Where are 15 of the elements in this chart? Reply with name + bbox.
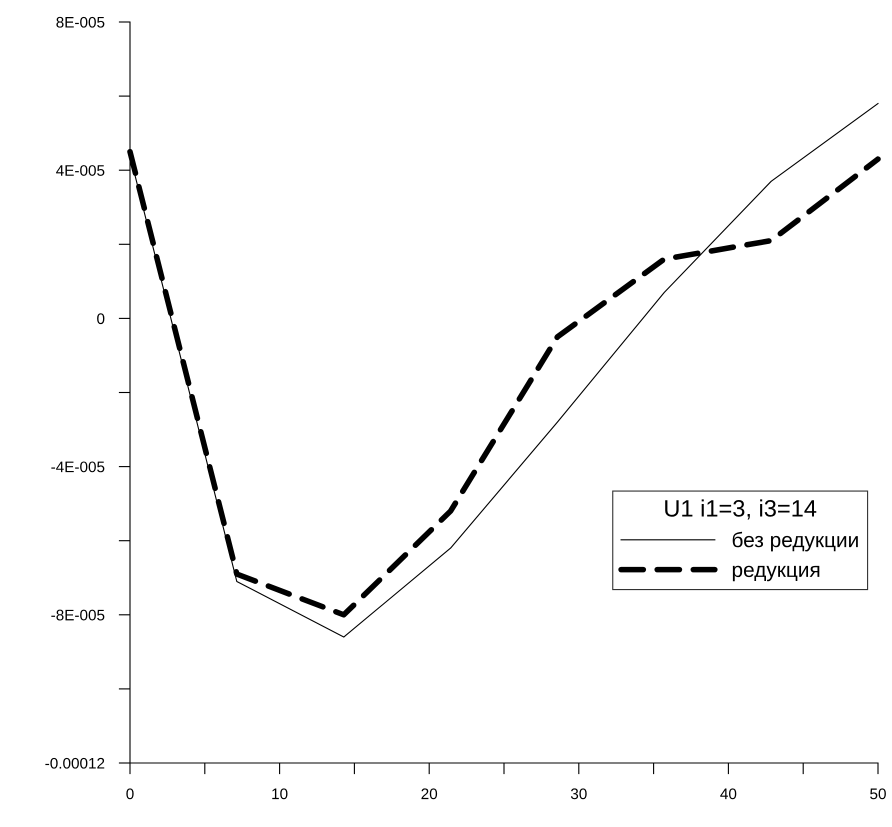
x-tick-label: 20 bbox=[421, 788, 438, 800]
y-tick-label: -0.00012 bbox=[45, 758, 104, 769]
y-tick-label: -4E-005 bbox=[51, 461, 104, 472]
x-tick-label: 40 bbox=[720, 788, 736, 800]
x-tick-label: 0 bbox=[126, 788, 134, 800]
x-tick-label: 50 bbox=[870, 788, 886, 800]
y-tick-label: 8E-005 bbox=[56, 16, 104, 28]
legend-label: без редукции bbox=[732, 532, 858, 552]
y-tick-label: 4E-005 bbox=[56, 165, 104, 176]
x-tick-label: 10 bbox=[272, 788, 288, 800]
x-tick-label: 30 bbox=[570, 788, 587, 800]
y-tick-label: 0 bbox=[97, 313, 104, 324]
legend-title: U1 i1=3, i3=14 bbox=[665, 499, 816, 520]
legend-label: редукция bbox=[732, 566, 820, 582]
y-tick-label: -8E-005 bbox=[51, 610, 104, 620]
